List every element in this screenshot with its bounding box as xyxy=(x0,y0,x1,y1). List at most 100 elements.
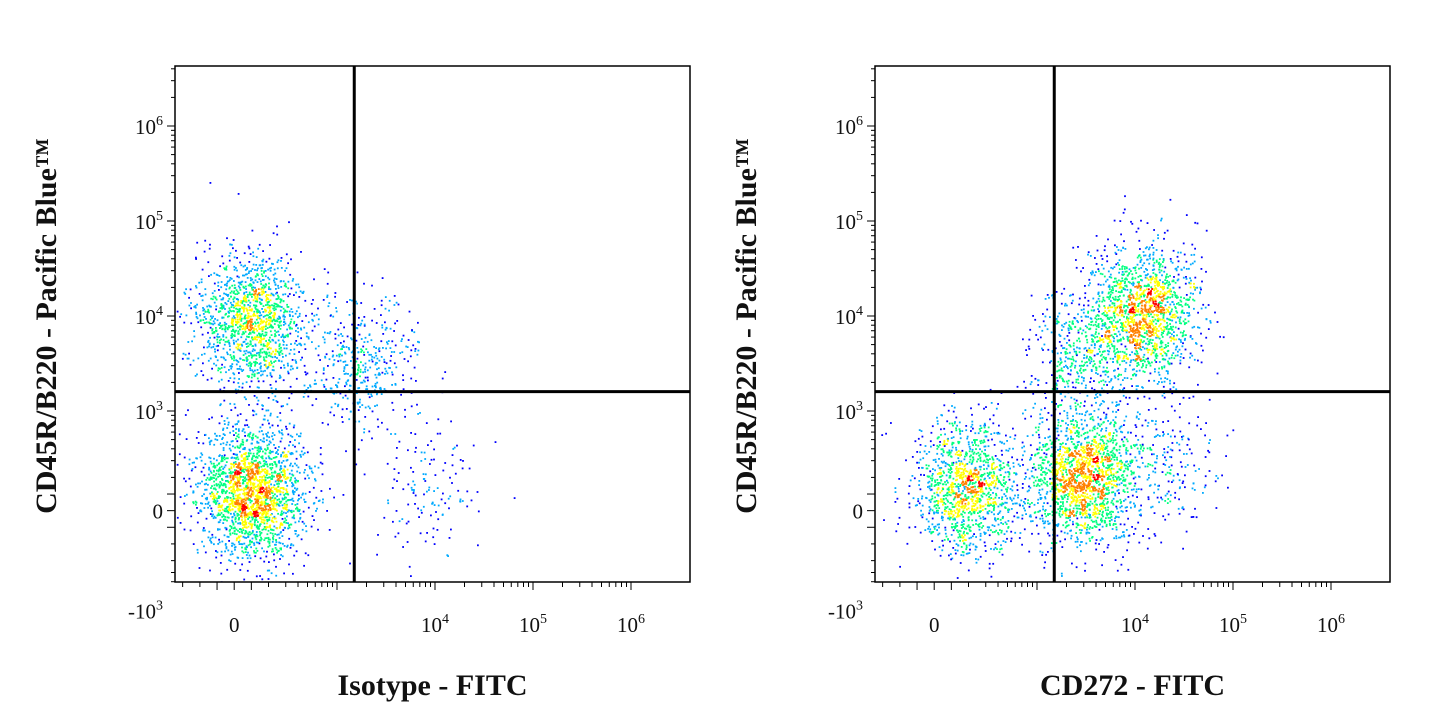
event-dot xyxy=(248,475,251,478)
event-dot xyxy=(302,492,304,495)
event-dot xyxy=(1071,321,1074,324)
event-dot xyxy=(213,497,216,500)
event-dot xyxy=(226,237,228,240)
event-dot xyxy=(268,569,271,572)
event-dot xyxy=(238,531,241,533)
event-dot xyxy=(234,469,236,471)
event-dot xyxy=(221,516,224,518)
event-dot xyxy=(259,488,262,491)
event-dot xyxy=(237,514,240,516)
event-dot xyxy=(305,464,308,466)
event-dot xyxy=(1125,266,1128,269)
event-dot xyxy=(212,492,215,495)
event-dot xyxy=(389,367,391,369)
event-dot xyxy=(283,494,286,496)
event-dot xyxy=(284,293,287,296)
event-dot xyxy=(299,432,302,435)
event-dot xyxy=(277,477,280,480)
event-dot xyxy=(285,425,287,428)
event-dot xyxy=(255,336,258,339)
event-dot xyxy=(368,430,371,433)
event-dot xyxy=(220,367,223,369)
event-dot xyxy=(1165,282,1168,284)
event-dot xyxy=(394,322,396,325)
event-dot xyxy=(1172,325,1174,328)
event-dot xyxy=(203,507,206,509)
event-dot xyxy=(230,479,233,482)
event-dot xyxy=(268,544,271,547)
event-dot xyxy=(246,424,249,426)
event-dot xyxy=(257,503,259,505)
event-dot xyxy=(219,509,222,512)
event-dot xyxy=(252,354,255,357)
event-dot xyxy=(285,267,288,270)
event-dot xyxy=(296,487,299,490)
event-dot xyxy=(265,365,267,368)
event-dot xyxy=(252,512,255,515)
event-dot xyxy=(193,306,196,308)
event-dot xyxy=(200,502,202,505)
event-dot xyxy=(278,345,281,348)
event-dot xyxy=(268,422,270,425)
event-dot xyxy=(1090,272,1092,274)
event-dot xyxy=(257,445,260,448)
event-dot xyxy=(202,307,204,309)
event-dot xyxy=(268,443,270,446)
event-dot xyxy=(245,273,247,276)
event-dot xyxy=(265,260,268,263)
event-dot xyxy=(1167,309,1169,312)
event-dot xyxy=(247,474,250,477)
event-dot xyxy=(236,440,239,443)
event-dot xyxy=(1087,251,1090,254)
event-dot xyxy=(1109,273,1112,276)
event-dot xyxy=(207,261,210,264)
event-dot xyxy=(1158,266,1161,268)
event-dot xyxy=(259,470,261,473)
event-dot xyxy=(269,476,271,479)
event-dot xyxy=(253,293,255,296)
event-dot xyxy=(266,533,269,536)
event-dot xyxy=(226,506,228,508)
event-dot xyxy=(371,284,373,287)
event-dot xyxy=(1147,343,1149,346)
event-dot xyxy=(207,536,210,539)
event-dot xyxy=(296,367,298,369)
event-dot xyxy=(224,327,227,330)
event-dot xyxy=(168,498,170,500)
event-dot xyxy=(1155,280,1158,283)
event-dot xyxy=(222,262,225,265)
event-dot xyxy=(258,468,260,471)
event-dot xyxy=(1182,357,1185,359)
event-dot xyxy=(242,265,245,268)
event-dot xyxy=(272,537,274,539)
event-dot xyxy=(231,521,234,524)
event-dot xyxy=(203,250,206,253)
event-dot xyxy=(238,308,241,311)
event-dot xyxy=(250,320,253,323)
event-dot xyxy=(237,504,240,507)
event-dot xyxy=(231,335,234,338)
event-dot xyxy=(204,322,206,324)
event-dot xyxy=(280,467,283,470)
event-dot xyxy=(1115,284,1118,287)
event-dot xyxy=(237,300,240,303)
event-dot xyxy=(232,485,235,488)
event-dot xyxy=(242,428,245,431)
event-dot xyxy=(272,263,274,265)
event-dot xyxy=(1157,371,1160,374)
event-dot xyxy=(248,480,251,483)
event-dot xyxy=(209,318,212,321)
event-dot xyxy=(350,351,353,354)
event-dot xyxy=(261,279,264,281)
event-dot xyxy=(265,463,268,466)
event-dot xyxy=(193,330,195,332)
event-dot xyxy=(436,432,439,435)
event-dot xyxy=(232,330,235,332)
event-dot xyxy=(254,343,257,346)
event-dot xyxy=(402,334,405,337)
event-dot xyxy=(200,459,203,462)
event-dot xyxy=(296,344,299,346)
event-dot xyxy=(1134,331,1137,334)
event-dot xyxy=(210,377,213,380)
event-dot xyxy=(331,350,334,353)
